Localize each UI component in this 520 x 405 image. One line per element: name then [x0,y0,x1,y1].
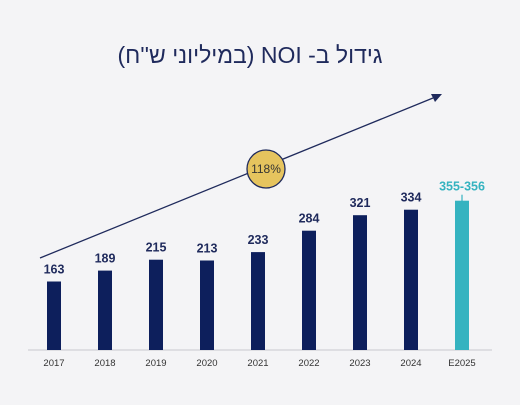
value-label-2019: 215 [146,241,167,255]
growth-percentage-label: 118% [251,162,281,176]
value-label-2021: 233 [248,233,269,247]
bar-2020 [200,260,214,350]
value-label-2017: 163 [44,263,65,277]
bar-2018 [98,270,112,350]
value-label-2024: 334 [401,191,422,205]
tick-label-2023: 2023 [349,358,370,369]
tick-label-2019: 2019 [145,358,166,369]
growth-trend: 118% [39,94,442,259]
bar-2017 [47,281,61,350]
tick-label-2024: 2024 [400,358,421,369]
bar-2019 [149,259,163,350]
bars-group [47,194,469,350]
bar-E2025 [455,200,469,350]
tick-label-E2025: E2025 [448,358,475,369]
tick-label-2021: 2021 [247,358,268,369]
trend-arrow-line [39,97,434,259]
value-labels-group: 163 189 215 213 233 284 321 334 355-356 [44,180,485,277]
trend-arrowhead-icon [431,94,442,102]
value-label-2018: 189 [95,252,116,266]
value-label-2023: 321 [350,196,371,210]
bar-2021 [251,252,265,350]
tick-label-2022: 2022 [298,358,319,369]
value-label-E2025: 355-356 [439,180,485,194]
value-label-2022: 284 [299,212,320,226]
bar-2024 [404,209,418,350]
value-label-2020: 213 [197,242,218,256]
tick-label-2017: 2017 [43,358,64,369]
tick-labels-group: 2017 2018 2019 2020 2021 2022 2023 2024 E2025 [43,358,475,369]
bar-2023 [353,215,367,350]
growth-badge [246,149,286,189]
tick-label-2020: 2020 [196,358,217,369]
chart-title: גידול ב- NOI (במיליוני ש''ח) [117,42,382,68]
bar-2022 [302,230,316,350]
tick-label-2018: 2018 [94,358,115,369]
